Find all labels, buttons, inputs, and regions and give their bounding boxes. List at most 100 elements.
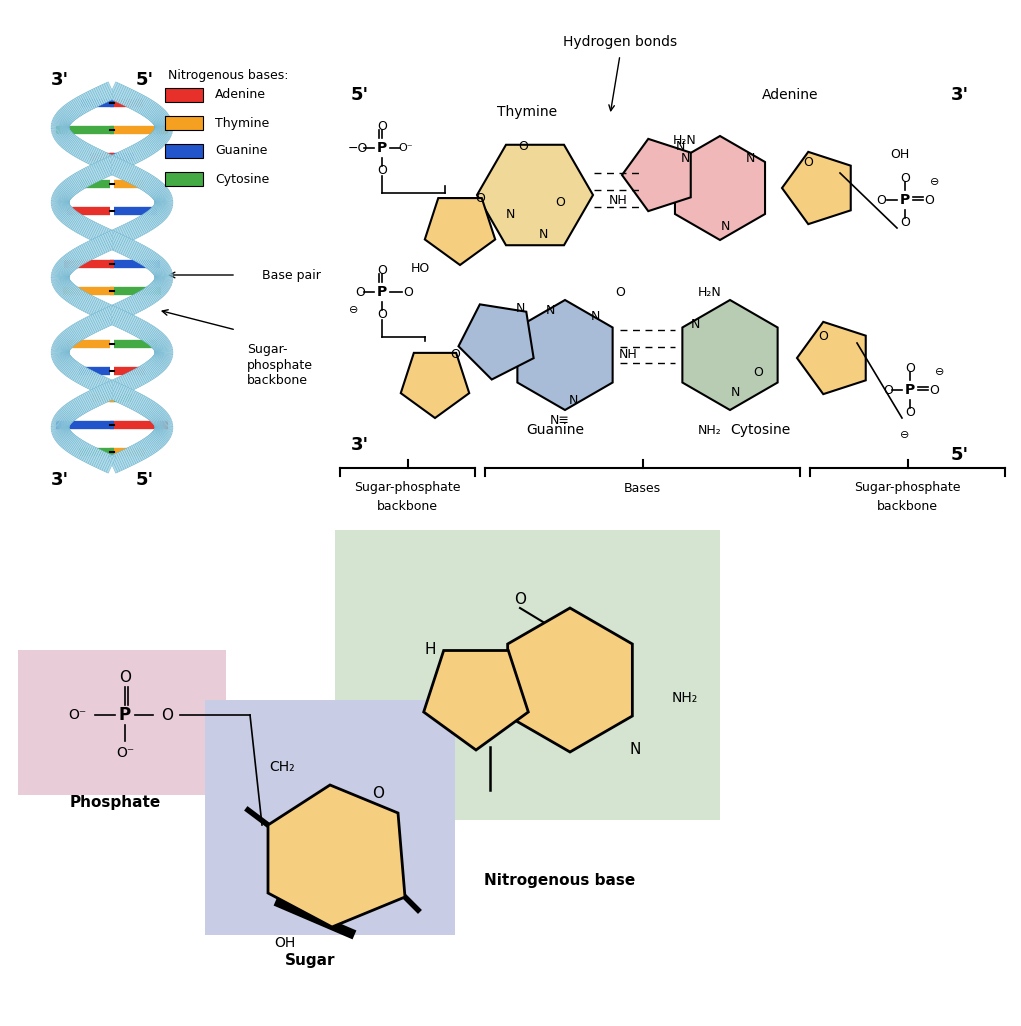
Polygon shape — [154, 353, 172, 361]
Polygon shape — [70, 101, 82, 116]
Polygon shape — [152, 131, 165, 145]
Polygon shape — [155, 349, 173, 353]
Polygon shape — [134, 169, 144, 187]
Polygon shape — [106, 456, 115, 473]
Polygon shape — [60, 433, 74, 447]
Polygon shape — [55, 339, 70, 350]
Polygon shape — [133, 444, 144, 461]
Polygon shape — [154, 194, 172, 202]
Polygon shape — [51, 351, 69, 353]
Polygon shape — [96, 377, 105, 393]
Polygon shape — [154, 118, 172, 126]
Polygon shape — [71, 100, 83, 116]
Polygon shape — [155, 127, 173, 132]
Text: N: N — [745, 152, 755, 164]
Polygon shape — [96, 162, 105, 179]
Polygon shape — [59, 132, 74, 147]
Polygon shape — [115, 235, 125, 252]
Polygon shape — [154, 343, 171, 352]
Polygon shape — [155, 425, 173, 428]
Polygon shape — [53, 418, 69, 427]
Polygon shape — [89, 240, 99, 256]
Polygon shape — [83, 93, 93, 110]
Polygon shape — [154, 203, 172, 211]
Text: O: O — [514, 592, 526, 607]
Text: N: N — [690, 318, 699, 331]
Polygon shape — [153, 263, 168, 275]
Polygon shape — [129, 166, 138, 184]
Polygon shape — [134, 368, 144, 386]
Polygon shape — [132, 93, 142, 110]
Text: Guanine: Guanine — [526, 423, 584, 437]
Polygon shape — [154, 195, 172, 202]
Polygon shape — [141, 214, 151, 231]
Polygon shape — [153, 281, 167, 293]
Polygon shape — [68, 102, 80, 117]
Text: 3': 3' — [51, 71, 69, 89]
Polygon shape — [62, 209, 75, 224]
Polygon shape — [154, 340, 169, 351]
Polygon shape — [111, 233, 120, 250]
Polygon shape — [152, 187, 167, 199]
Polygon shape — [60, 207, 74, 222]
Polygon shape — [106, 381, 115, 398]
Polygon shape — [137, 291, 148, 309]
Polygon shape — [51, 352, 69, 353]
Polygon shape — [103, 305, 113, 322]
Text: P: P — [118, 706, 131, 724]
Polygon shape — [52, 353, 69, 358]
Polygon shape — [151, 283, 164, 297]
Polygon shape — [67, 137, 79, 153]
Polygon shape — [146, 436, 158, 451]
Polygon shape — [58, 334, 72, 348]
Polygon shape — [76, 322, 87, 339]
Polygon shape — [149, 284, 161, 299]
Polygon shape — [124, 149, 134, 166]
Text: Adenine: Adenine — [215, 88, 266, 102]
Polygon shape — [55, 430, 70, 441]
Polygon shape — [74, 365, 84, 382]
Polygon shape — [71, 439, 83, 456]
Polygon shape — [85, 221, 95, 238]
Polygon shape — [114, 153, 124, 170]
Polygon shape — [116, 152, 126, 169]
Polygon shape — [85, 146, 95, 163]
Polygon shape — [147, 361, 158, 377]
Polygon shape — [124, 314, 133, 331]
Polygon shape — [127, 298, 137, 314]
Polygon shape — [118, 451, 128, 469]
Polygon shape — [150, 182, 162, 196]
Polygon shape — [81, 368, 91, 386]
Polygon shape — [154, 204, 169, 215]
Polygon shape — [109, 308, 119, 324]
Polygon shape — [56, 338, 71, 350]
Polygon shape — [98, 452, 107, 470]
Polygon shape — [110, 383, 119, 400]
Polygon shape — [94, 450, 104, 468]
Polygon shape — [130, 167, 140, 185]
Polygon shape — [147, 253, 158, 269]
Polygon shape — [146, 328, 157, 344]
Polygon shape — [86, 446, 96, 464]
Polygon shape — [148, 285, 160, 301]
Polygon shape — [100, 160, 109, 177]
Polygon shape — [146, 252, 157, 269]
Polygon shape — [155, 203, 173, 209]
Polygon shape — [52, 421, 69, 427]
Polygon shape — [51, 353, 69, 357]
Polygon shape — [99, 235, 109, 252]
Polygon shape — [102, 159, 111, 176]
Polygon shape — [129, 297, 139, 313]
Polygon shape — [782, 152, 850, 224]
Polygon shape — [54, 204, 70, 215]
Polygon shape — [51, 202, 69, 206]
Polygon shape — [82, 220, 92, 236]
Polygon shape — [69, 326, 81, 342]
Polygon shape — [797, 322, 866, 394]
Text: N: N — [730, 387, 739, 399]
Polygon shape — [62, 284, 76, 299]
Polygon shape — [61, 258, 75, 272]
Polygon shape — [507, 608, 632, 752]
Polygon shape — [63, 106, 76, 120]
Polygon shape — [154, 203, 171, 212]
